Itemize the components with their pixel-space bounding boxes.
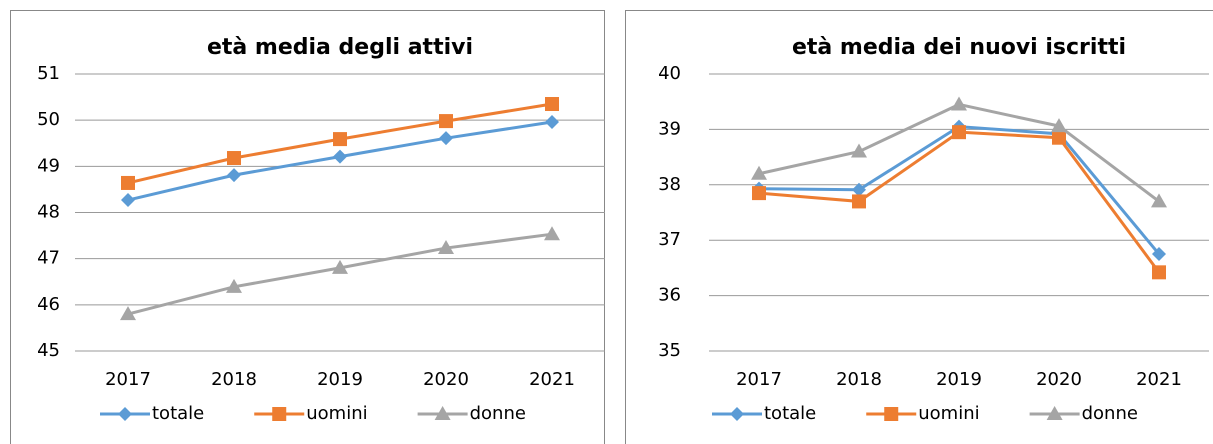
series-line <box>758 102 1160 203</box>
x-tick-label: 2021 <box>529 369 575 390</box>
x-tick-label: 2021 <box>1136 369 1182 390</box>
marker <box>333 132 347 147</box>
legend-marker <box>434 406 451 420</box>
legend-label: totale <box>152 403 204 424</box>
marker <box>1152 265 1166 280</box>
marker <box>1051 118 1067 133</box>
marker <box>1151 193 1167 208</box>
y-tick-label: 39 <box>658 118 681 139</box>
marker <box>439 131 453 146</box>
chart-title: età media dei nuovi iscritti <box>792 35 1126 60</box>
marker <box>545 97 559 112</box>
marker <box>544 226 560 241</box>
x-tick-label: 2017 <box>736 369 782 390</box>
marker <box>121 193 135 208</box>
panel-border <box>10 10 605 444</box>
series-line <box>758 130 1161 274</box>
x-tick-label: 2019 <box>936 369 982 390</box>
y-tick-label: 46 <box>37 294 60 315</box>
marker <box>120 306 136 321</box>
marker <box>227 151 241 166</box>
legend-marker <box>884 407 899 421</box>
y-tick-label: 37 <box>658 229 681 250</box>
chart-title: età media degli attivi <box>207 35 473 60</box>
y-tick-label: 50 <box>37 109 60 130</box>
panel-border <box>625 10 1213 444</box>
y-tick-label: 51 <box>37 63 60 84</box>
marker <box>1052 130 1066 145</box>
marker <box>952 125 966 140</box>
marker <box>226 278 242 293</box>
legend-marker <box>1046 406 1063 420</box>
legend-marker <box>118 407 132 421</box>
marker <box>852 182 866 197</box>
legend-label: uomini <box>918 403 979 424</box>
x-tick-label: 2020 <box>1036 369 1082 390</box>
series-line <box>127 232 553 316</box>
y-tick-label: 45 <box>37 340 60 361</box>
y-tick-label: 38 <box>658 174 681 195</box>
marker <box>545 115 559 130</box>
y-tick-label: 36 <box>658 285 681 306</box>
marker <box>439 114 453 129</box>
y-tick-label: 47 <box>37 248 60 269</box>
legend-label: donne <box>470 403 526 424</box>
legend-marker <box>272 407 287 421</box>
legend-marker <box>730 407 744 421</box>
marker <box>851 143 867 158</box>
marker <box>852 194 866 209</box>
marker <box>121 175 135 190</box>
x-tick-label: 2018 <box>211 369 257 390</box>
y-tick-label: 40 <box>658 63 681 84</box>
marker <box>752 186 766 201</box>
marker <box>1152 247 1166 262</box>
marker <box>438 240 454 255</box>
marker <box>227 168 241 183</box>
marker <box>333 149 347 164</box>
x-tick-label: 2017 <box>105 369 151 390</box>
x-tick-label: 2018 <box>836 369 882 390</box>
legend-label: donne <box>1082 403 1138 424</box>
y-tick-label: 48 <box>37 202 60 223</box>
marker <box>951 96 967 111</box>
x-tick-label: 2020 <box>423 369 469 390</box>
legend-label: uomini <box>306 403 367 424</box>
marker <box>332 259 348 274</box>
marker <box>751 165 767 180</box>
y-tick-label: 49 <box>37 155 60 176</box>
y-tick-label: 35 <box>658 340 681 361</box>
x-tick-label: 2019 <box>317 369 363 390</box>
legend-label: totale <box>764 403 816 424</box>
